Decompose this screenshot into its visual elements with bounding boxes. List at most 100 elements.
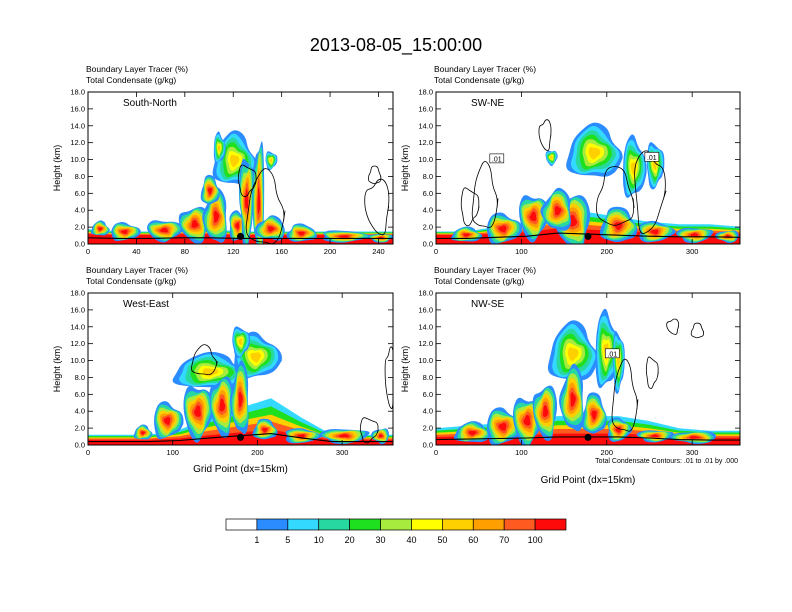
y-tick-label: 12.0 [70,339,85,348]
center-marker [237,232,244,240]
plot-frame [87,91,394,245]
y-axis-title: Height (km) [400,145,410,192]
colorbar-swatch [225,518,258,531]
x-tick-label: 0 [434,448,438,457]
colorbar-swatch [472,518,505,531]
colorbar-swatch [534,518,567,531]
y-tick-label: 14.0 [70,322,85,331]
colorbar-label: 1 [254,535,259,545]
x-tick-label: 80 [181,247,189,256]
panel-header-condensate: Total Condensate (g/kg) [86,276,176,286]
y-tick-label: 18.0 [418,88,433,97]
tracer-field [436,119,740,244]
y-tick-label: 8.0 [75,373,85,382]
center-marker [584,232,592,240]
y-tick-label: 4.0 [75,407,85,416]
y-tick-label: 16.0 [418,305,433,314]
y-tick-label: 16.0 [70,104,85,113]
x-tick-label: 100 [515,448,528,457]
contour-label: .01 [644,152,660,162]
y-axis-title: Height (km) [400,346,410,393]
y-tick-label: 4.0 [75,206,85,215]
panel-1: .01 .01 0.0 2.0 4.0 6.0 8.0 10.0 12.0 14.0 16.0 18.… [400,64,741,256]
y-tick-label: 12.0 [418,138,433,147]
colorbar-label: 70 [499,535,509,545]
colorbar-swatch [318,518,350,531]
x-axis-title: Grid Point (dx=15km) [193,464,288,475]
colorbar: 1 5 10 20 30 40 50 60 70 100 [225,518,567,545]
colorbar-label: 100 [528,535,543,545]
plot-frame [435,292,741,446]
panel-0: 0.0 2.0 4.0 6.0 8.0 10.0 12.0 14.0 16.0 18.0 0 40 80… [52,64,394,256]
colorbar-swatch [503,518,536,531]
tracer-field [88,326,393,445]
contour-label-text: .01 [647,155,657,162]
panel-header-condensate: Total Condensate (g/kg) [434,276,524,286]
plot-frame [435,91,741,245]
condensate-footnote: Total Condensate Contours: .01 to .01 by… [595,458,738,465]
x-tick-label: 300 [336,448,349,457]
y-tick-label: 8.0 [423,373,433,382]
colorbar-swatch [287,518,320,531]
y-axis-title: Height (km) [52,145,62,192]
y-tick-label: 10.0 [418,356,433,365]
panel-header-tracer: Boundary Layer Tracer (%) [86,64,188,74]
y-tick-label: 10.0 [70,155,85,164]
x-tick-label: 300 [686,247,699,256]
y-tick-label: 2.0 [423,424,433,433]
x-axis-title: Grid Point (dx=15km) [541,475,636,486]
x-tick-label: 0 [86,247,90,256]
y-tick-label: 2.0 [75,223,85,232]
colorbar-label: 50 [437,535,447,545]
panels-group: 0.0 2.0 4.0 6.0 8.0 10.0 12.0 14.0 16.0 18.0 0 40 80… [52,64,741,486]
y-tick-label: 2.0 [423,223,433,232]
panel-section-label: West-East [123,299,169,310]
y-axis-title: Height (km) [52,346,62,393]
y-tick-label: 18.0 [70,289,85,298]
x-tick-label: 120 [227,247,240,256]
y-tick-label: 8.0 [75,172,85,181]
colorbar-swatch [256,518,289,531]
y-tick-label: 14.0 [70,121,85,130]
y-tick-label: 4.0 [423,407,433,416]
panel-section-label: South-North [123,98,177,109]
x-tick-label: 100 [166,448,179,457]
y-tick-label: 0.0 [75,240,85,249]
colorbar-label: 10 [314,535,324,545]
colorbar-label: 20 [345,535,355,545]
center-marker [237,433,244,441]
y-tick-label: 18.0 [418,289,433,298]
y-tick-label: 16.0 [418,104,433,113]
colorbar-label: 60 [468,535,478,545]
colorbar-swatch [349,518,381,531]
center-marker [584,433,592,441]
y-tick-label: 10.0 [418,155,433,164]
contour-label: .01 [605,348,620,358]
colorbar-swatch [411,518,443,531]
colorbar-label: 5 [285,535,290,545]
y-tick-label: 18.0 [70,88,85,97]
colorbar-label: 40 [406,535,416,545]
y-tick-label: 0.0 [423,240,433,249]
panel-section-label: SW-NE [471,98,504,109]
x-tick-label: 300 [686,448,699,457]
contour-label-text: .01 [492,156,502,163]
contour-label-text: .01 [607,351,617,358]
y-tick-label: 16.0 [70,305,85,314]
plot-frame [87,292,394,446]
x-tick-label: 40 [132,247,140,256]
panel-header-condensate: Total Condensate (g/kg) [434,75,524,85]
contour-label: .01 [489,153,505,163]
y-tick-label: 6.0 [423,390,433,399]
x-tick-label: 0 [86,448,90,457]
x-tick-label: 240 [372,247,385,256]
x-tick-label: 200 [324,247,337,256]
panel-3: .01 0.0 2.0 4.0 6.0 8.0 10.0 12.0 14.0 16.0 18.0 0 1… [400,265,741,486]
colorbar-swatch [380,518,412,531]
panel-header-tracer: Boundary Layer Tracer (%) [434,265,536,275]
y-tick-label: 6.0 [75,390,85,399]
tracer-field [436,308,740,445]
y-tick-label: 10.0 [70,356,85,365]
y-tick-label: 6.0 [75,189,85,198]
